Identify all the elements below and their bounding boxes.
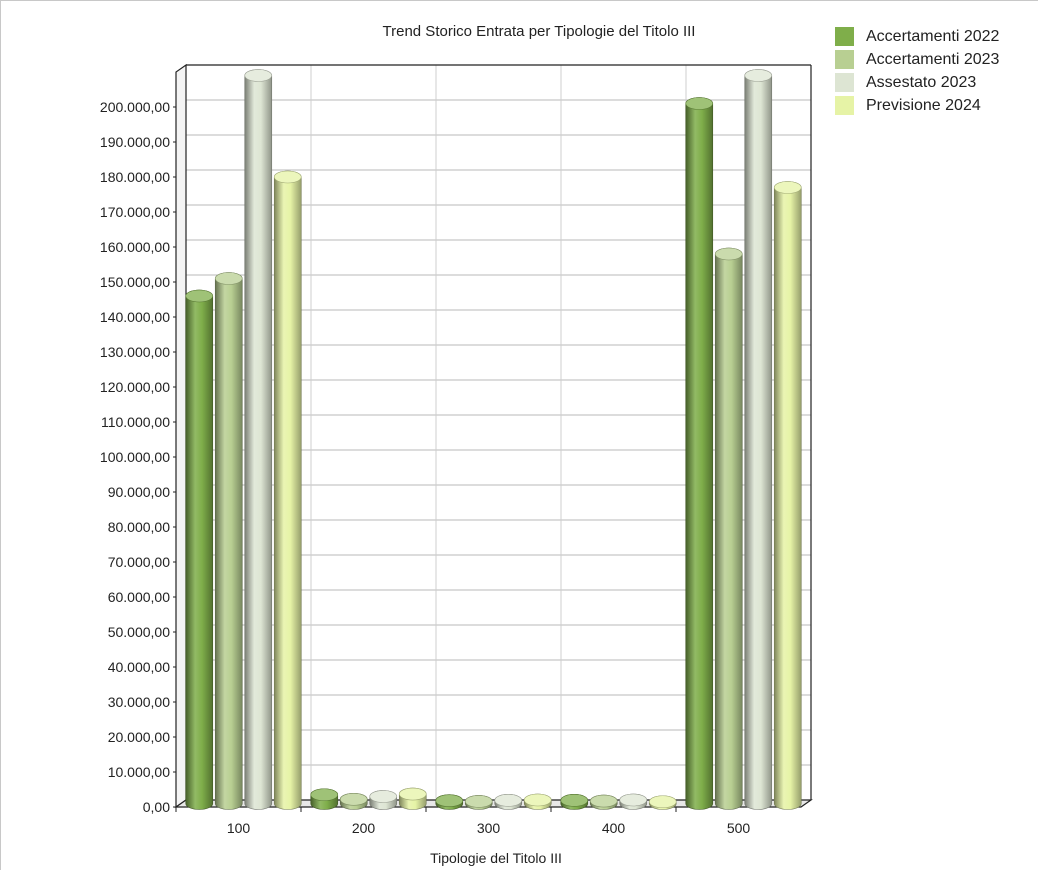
bar-top-cap [185, 289, 214, 303]
y-tick-label: 40.000,00 [108, 659, 170, 675]
bar-top-cap [523, 793, 552, 807]
bar-top-cap [744, 69, 773, 82]
y-tick-label: 190.000,00 [100, 134, 170, 150]
x-axis-label: Tipologie del Titolo III [430, 850, 562, 866]
bar-100-accertamenti-2022 [185, 289, 214, 810]
bar-top-cap [310, 788, 339, 802]
chart-title: Trend Storico Entrata per Tipologie del … [383, 23, 696, 40]
bar-top-cap [214, 272, 243, 285]
x-tick-label: 100 [227, 820, 251, 836]
bar-top-cap [464, 795, 493, 808]
x-tick-label: 300 [477, 820, 501, 836]
y-tick-label: 140.000,00 [100, 309, 170, 325]
bar-top-cap [648, 795, 677, 809]
bar-top-cap [398, 787, 427, 801]
y-tick-label: 80.000,00 [108, 519, 170, 535]
bar-100-previsione-2024 [273, 170, 302, 810]
legend-item: Previsione 2024 [835, 94, 999, 117]
y-tick-label: 50.000,00 [108, 624, 170, 640]
y-tick-label: 170.000,00 [100, 204, 170, 220]
bar-top-cap [435, 794, 464, 808]
x-tick-label: 500 [727, 820, 751, 836]
legend-label: Assestato 2023 [866, 73, 977, 91]
plot-left-wall [175, 63, 187, 809]
bar-500-previsione-2024 [773, 181, 802, 810]
bar-top-cap [773, 181, 802, 194]
y-tick-label: 90.000,00 [108, 484, 170, 500]
bar-top-cap [273, 170, 302, 184]
bar-100-assestato-2023 [244, 69, 273, 810]
y-tick-label: 10.000,00 [108, 764, 170, 780]
bar-top-cap [560, 794, 589, 807]
y-tick-label: 0,00 [143, 799, 170, 815]
y-tick-label: 70.000,00 [108, 554, 170, 570]
legend-item: Assestato 2023 [835, 71, 999, 94]
plot-area: 0,00 10.000,00 20.000,00 30.000,00 40.000,00… [100, 63, 813, 836]
bar-top-cap [685, 97, 714, 110]
bar-top-cap [339, 792, 368, 806]
bar-top-cap [589, 794, 618, 808]
y-tick-label: 100.000,00 [100, 449, 170, 465]
y-tick-label: 160.000,00 [100, 239, 170, 255]
bar-500-accertamenti-2023 [714, 247, 743, 810]
bar-top-cap [714, 247, 743, 261]
y-tick-label: 30.000,00 [108, 694, 170, 710]
x-tick-label: 400 [602, 820, 626, 836]
bar-top-cap [619, 793, 648, 807]
y-tick-label: 60.000,00 [108, 589, 170, 605]
legend-swatch [835, 50, 854, 69]
legend-swatch [835, 96, 854, 115]
legend-item: Accertamenti 2022 [835, 25, 999, 48]
y-tick-label: 200.000,00 [100, 99, 170, 115]
bar-top-cap [244, 69, 273, 82]
legend-swatch [835, 73, 854, 92]
legend-label: Accertamenti 2022 [866, 27, 1000, 45]
x-tick-label: 200 [352, 820, 376, 836]
y-tick-label: 120.000,00 [100, 379, 170, 395]
bar-100-accertamenti-2023 [214, 272, 243, 810]
legend-label: Accertamenti 2023 [866, 50, 1000, 68]
bar-top-cap [369, 790, 398, 803]
y-tick-label: 180.000,00 [100, 169, 170, 185]
y-tick-label: 130.000,00 [100, 344, 170, 360]
y-tick-label: 20.000,00 [108, 729, 170, 745]
bar-500-accertamenti-2022 [685, 97, 714, 810]
legend-label: Previsione 2024 [866, 96, 981, 114]
bar-500-assestato-2023 [744, 69, 773, 810]
legend-swatch [835, 27, 854, 46]
chart-legend: Accertamenti 2022 Accertamenti 2023 Assest… [835, 25, 999, 117]
y-tick-label: 150.000,00 [100, 274, 170, 290]
legend-item: Accertamenti 2023 [835, 48, 999, 71]
bar-top-cap [494, 794, 523, 807]
y-tick-label: 110.000,00 [101, 414, 170, 430]
